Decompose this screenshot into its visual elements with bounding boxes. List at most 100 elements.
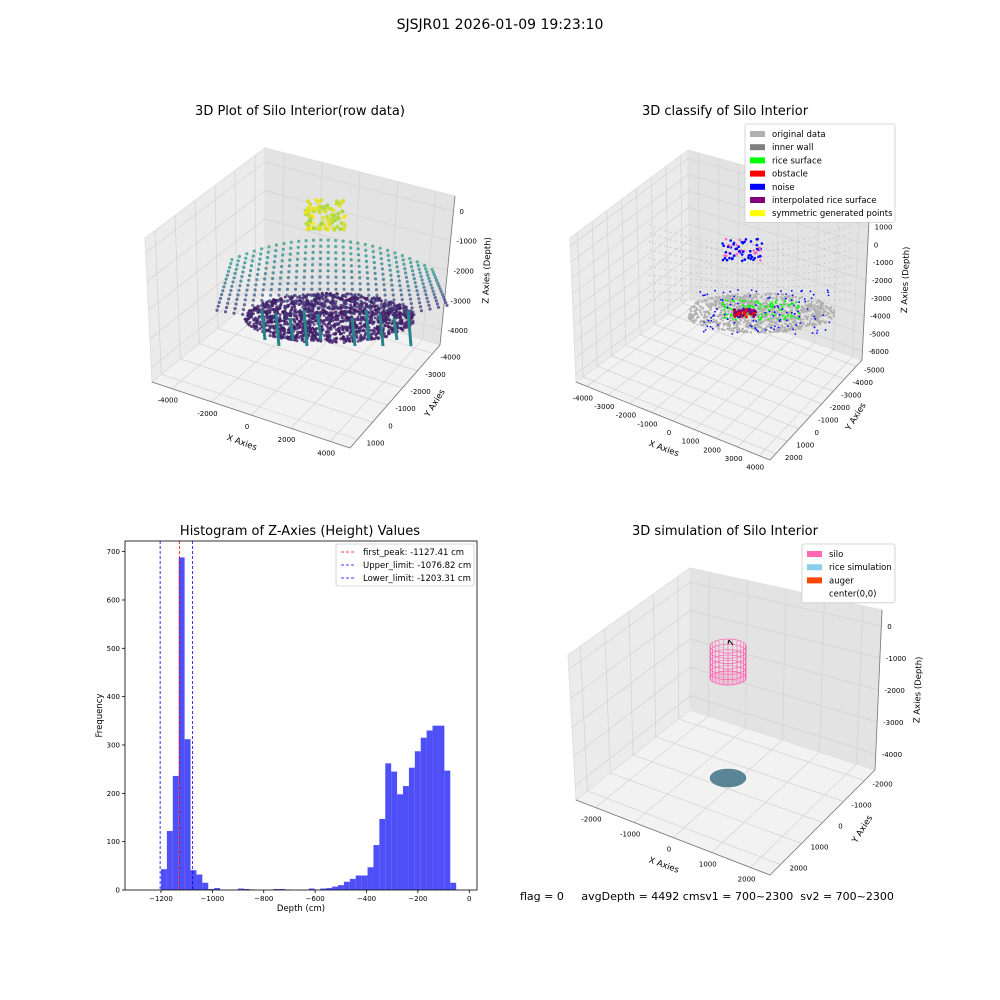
plot2-point [803, 258, 805, 261]
plot1-point [311, 250, 315, 254]
plot2-legend-swatch [750, 210, 765, 217]
plot2-point [813, 264, 815, 266]
plot1-point [368, 316, 372, 320]
plot2-point [738, 315, 742, 319]
plot2-point [722, 294, 725, 298]
plot1-point [321, 305, 325, 309]
plot2-point [755, 328, 758, 331]
plot1-point [318, 302, 322, 306]
plot2-point [757, 280, 759, 283]
plot1-point [232, 276, 236, 280]
plot2-point [772, 261, 774, 264]
plot2-point [778, 308, 781, 311]
plot1-point [326, 312, 330, 316]
plot2-point [809, 317, 813, 321]
plot2-point [690, 285, 692, 287]
plot1-point [371, 322, 375, 326]
plot1-point [374, 282, 378, 286]
plot2-point [764, 329, 767, 331]
plot2-point [827, 315, 831, 319]
plot2-point [659, 244, 661, 246]
plot2-point [716, 299, 718, 301]
plot2-point [798, 296, 802, 299]
plot2-point [767, 293, 769, 295]
plot2-point [818, 319, 821, 323]
plot2-point [777, 311, 780, 314]
plot4-xgrid-line [672, 588, 787, 838]
plot1-point [436, 281, 440, 285]
plot1-point [335, 224, 340, 229]
plot1-point [233, 307, 237, 311]
plot2-point [735, 323, 739, 326]
plot2-point [777, 293, 779, 296]
figure-title: SJSJR01 2026-01-09 19:23:10 [396, 17, 604, 33]
plot2-point [816, 309, 819, 312]
plot1-point [238, 284, 242, 288]
plot2-point [669, 254, 672, 256]
plot2-point [823, 255, 826, 257]
histogram-bar [367, 867, 374, 890]
plot2-point [782, 248, 784, 250]
plot1-point [346, 337, 350, 341]
plot2-point [716, 254, 718, 257]
plot2-point [692, 305, 696, 308]
plot1-point [357, 258, 361, 263]
plot4-xgrid-line [711, 597, 825, 853]
plot1-point [329, 312, 333, 316]
plot2-point [767, 256, 769, 258]
plot2-point [772, 255, 774, 258]
plot2-point [818, 292, 820, 294]
plot1-point [332, 323, 336, 327]
plot1-point [326, 269, 330, 273]
plot1-ygrid-line [214, 185, 403, 389]
plot1-point [231, 280, 235, 284]
plot1-point [274, 302, 278, 306]
plot2-zgrid-line [571, 190, 868, 279]
plot1-point [292, 317, 296, 321]
plot2-point [787, 323, 791, 326]
plot1-point [260, 309, 267, 341]
histogram-bar [208, 889, 215, 890]
plot2-point [717, 323, 719, 326]
plot1-point [339, 320, 343, 324]
plot2-point [823, 292, 826, 294]
plot1-point [355, 330, 358, 334]
plot2-point [773, 305, 776, 308]
plot1-point [348, 240, 353, 244]
plot2-point [714, 289, 716, 292]
plot2-point [737, 309, 741, 312]
plot2-point [808, 303, 811, 306]
plot1-point [434, 299, 438, 303]
plot4-ytick-label: -2000 [872, 781, 892, 789]
plot1-point [279, 323, 283, 327]
plot2-point [777, 280, 779, 282]
plot1-point [310, 293, 314, 297]
plot2-point [788, 312, 791, 315]
plot2-point [700, 292, 702, 295]
plot1-point [334, 306, 338, 310]
plot2-point [731, 274, 733, 276]
plot2-ytick-label: -3000 [841, 391, 861, 399]
histogram-frame [124, 540, 478, 891]
plot2-ygrid-line [606, 210, 799, 430]
plot1-point [285, 299, 289, 303]
plot1-point [222, 285, 226, 289]
plot2-point [695, 285, 697, 288]
plot2-point [739, 305, 742, 308]
plot2-point [784, 297, 787, 300]
plot2-point [784, 300, 787, 303]
plot2-point [705, 247, 708, 249]
plot2-point [716, 242, 718, 244]
plot1-point [374, 277, 378, 281]
plot1-point [329, 292, 333, 296]
plot1-point [388, 268, 392, 272]
plot1-point [245, 319, 249, 323]
plot2-point [654, 291, 656, 293]
plot2-legend-swatch [750, 170, 765, 177]
plot2-point [726, 318, 729, 321]
plot2-point [779, 329, 782, 332]
plot2-point [839, 244, 841, 246]
plot1-point [419, 309, 423, 313]
plot1-point [326, 238, 330, 242]
plot2-point [685, 236, 687, 238]
